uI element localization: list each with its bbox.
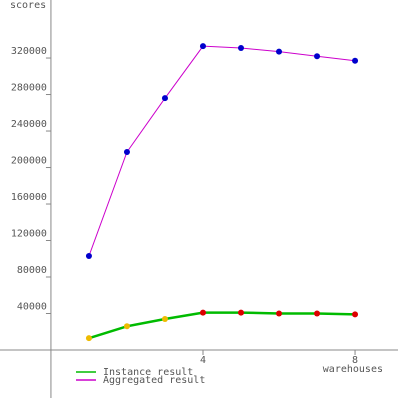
- data-point: [199, 309, 206, 316]
- y-axis-label: scores: [10, 0, 46, 11]
- data-point: [161, 315, 168, 322]
- y-tick-label: 40000: [17, 302, 47, 313]
- y-tick-label: 200000: [11, 156, 47, 167]
- y-tick-label: 280000: [11, 83, 47, 94]
- series-line: [88, 311, 356, 340]
- legend-label: Instance result: [103, 367, 193, 378]
- data-point: [123, 149, 130, 156]
- x-axis-label: warehouses: [323, 364, 383, 375]
- y-tick-label: 320000: [11, 46, 47, 57]
- y-tick-label: 240000: [11, 119, 47, 130]
- data-point: [238, 44, 245, 51]
- data-point: [85, 335, 92, 342]
- data-point: [276, 48, 283, 55]
- series-line: [88, 45, 356, 257]
- legend-label: Aggregated result: [103, 375, 205, 386]
- x-tick-label: 4: [200, 355, 206, 366]
- data-point: [238, 309, 245, 316]
- data-point: [352, 57, 359, 64]
- data-point: [161, 95, 168, 102]
- data-point: [314, 53, 321, 60]
- x-tick-label: 8: [352, 355, 358, 366]
- data-point: [314, 310, 321, 317]
- data-point: [352, 311, 359, 318]
- y-tick-label: 80000: [17, 265, 47, 276]
- y-tick-label: 160000: [11, 192, 47, 203]
- y-tick-label: 120000: [11, 229, 47, 240]
- data-point: [123, 323, 130, 330]
- data-point: [199, 43, 206, 50]
- data-point: [85, 253, 92, 260]
- data-point: [276, 310, 283, 317]
